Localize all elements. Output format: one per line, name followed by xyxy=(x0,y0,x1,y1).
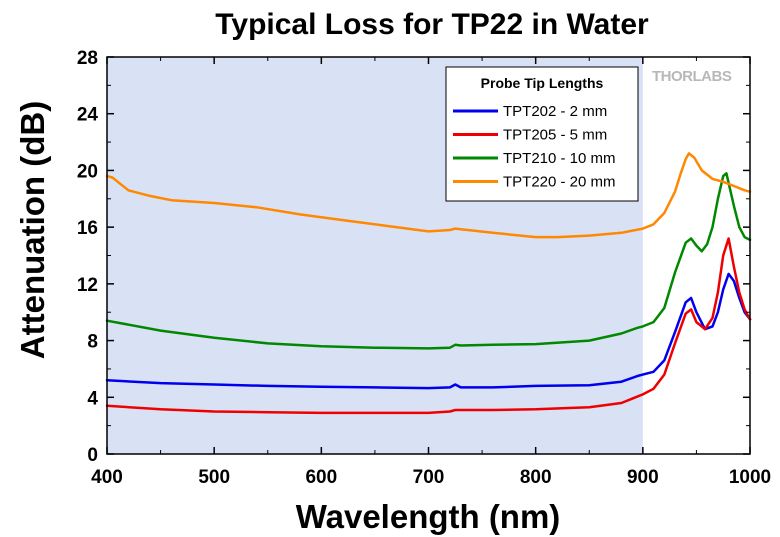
y-tick-label: 24 xyxy=(77,105,99,126)
series-layer xyxy=(105,152,752,415)
x-tick-label: 400 xyxy=(91,467,123,488)
series-line-3 xyxy=(105,172,752,350)
x-tick-label: 600 xyxy=(305,467,337,488)
x-tick-label: 900 xyxy=(627,467,659,488)
y-tick-label: 16 xyxy=(77,218,98,239)
legend-title: Probe Tip Lengths xyxy=(481,75,604,91)
legend: Probe Tip Lengths TPT202 - 2 mm TPT205 - … xyxy=(445,66,639,202)
series-line-4 xyxy=(105,152,752,239)
ticks-layer: 400 500 600 700 800 900 1000 0 4 8 12 16 20 24 28 xyxy=(77,48,771,488)
chart-title: Typical Loss for TP22 in Water xyxy=(215,8,649,41)
legend-label: TPT210 - 10 mm xyxy=(503,150,616,167)
series-line-2 xyxy=(105,237,752,415)
x-axis-label: Wavelength (nm) xyxy=(296,498,561,535)
y-tick-label: 4 xyxy=(87,388,98,409)
y-tick-label: 28 xyxy=(77,48,98,69)
y-tick-label: 20 xyxy=(77,161,98,182)
x-tick-label: 700 xyxy=(413,467,445,488)
legend-label: TPT220 - 20 mm xyxy=(503,174,616,191)
y-tick-label: 12 xyxy=(77,275,98,296)
series-line-1 xyxy=(105,272,752,390)
thorlabs-logo: THORLABS xyxy=(652,68,732,85)
legend-label: TPT205 - 5 mm xyxy=(503,127,607,144)
x-tick-label: 1000 xyxy=(729,467,771,488)
legend-label: TPT202 - 2 mm xyxy=(503,103,607,120)
x-tick-label: 500 xyxy=(198,467,230,488)
y-tick-label: 8 xyxy=(87,332,98,353)
x-tick-label: 800 xyxy=(520,467,552,488)
y-axis-label: Attenuation (dB) xyxy=(14,101,51,359)
y-tick-label: 0 xyxy=(87,445,98,466)
